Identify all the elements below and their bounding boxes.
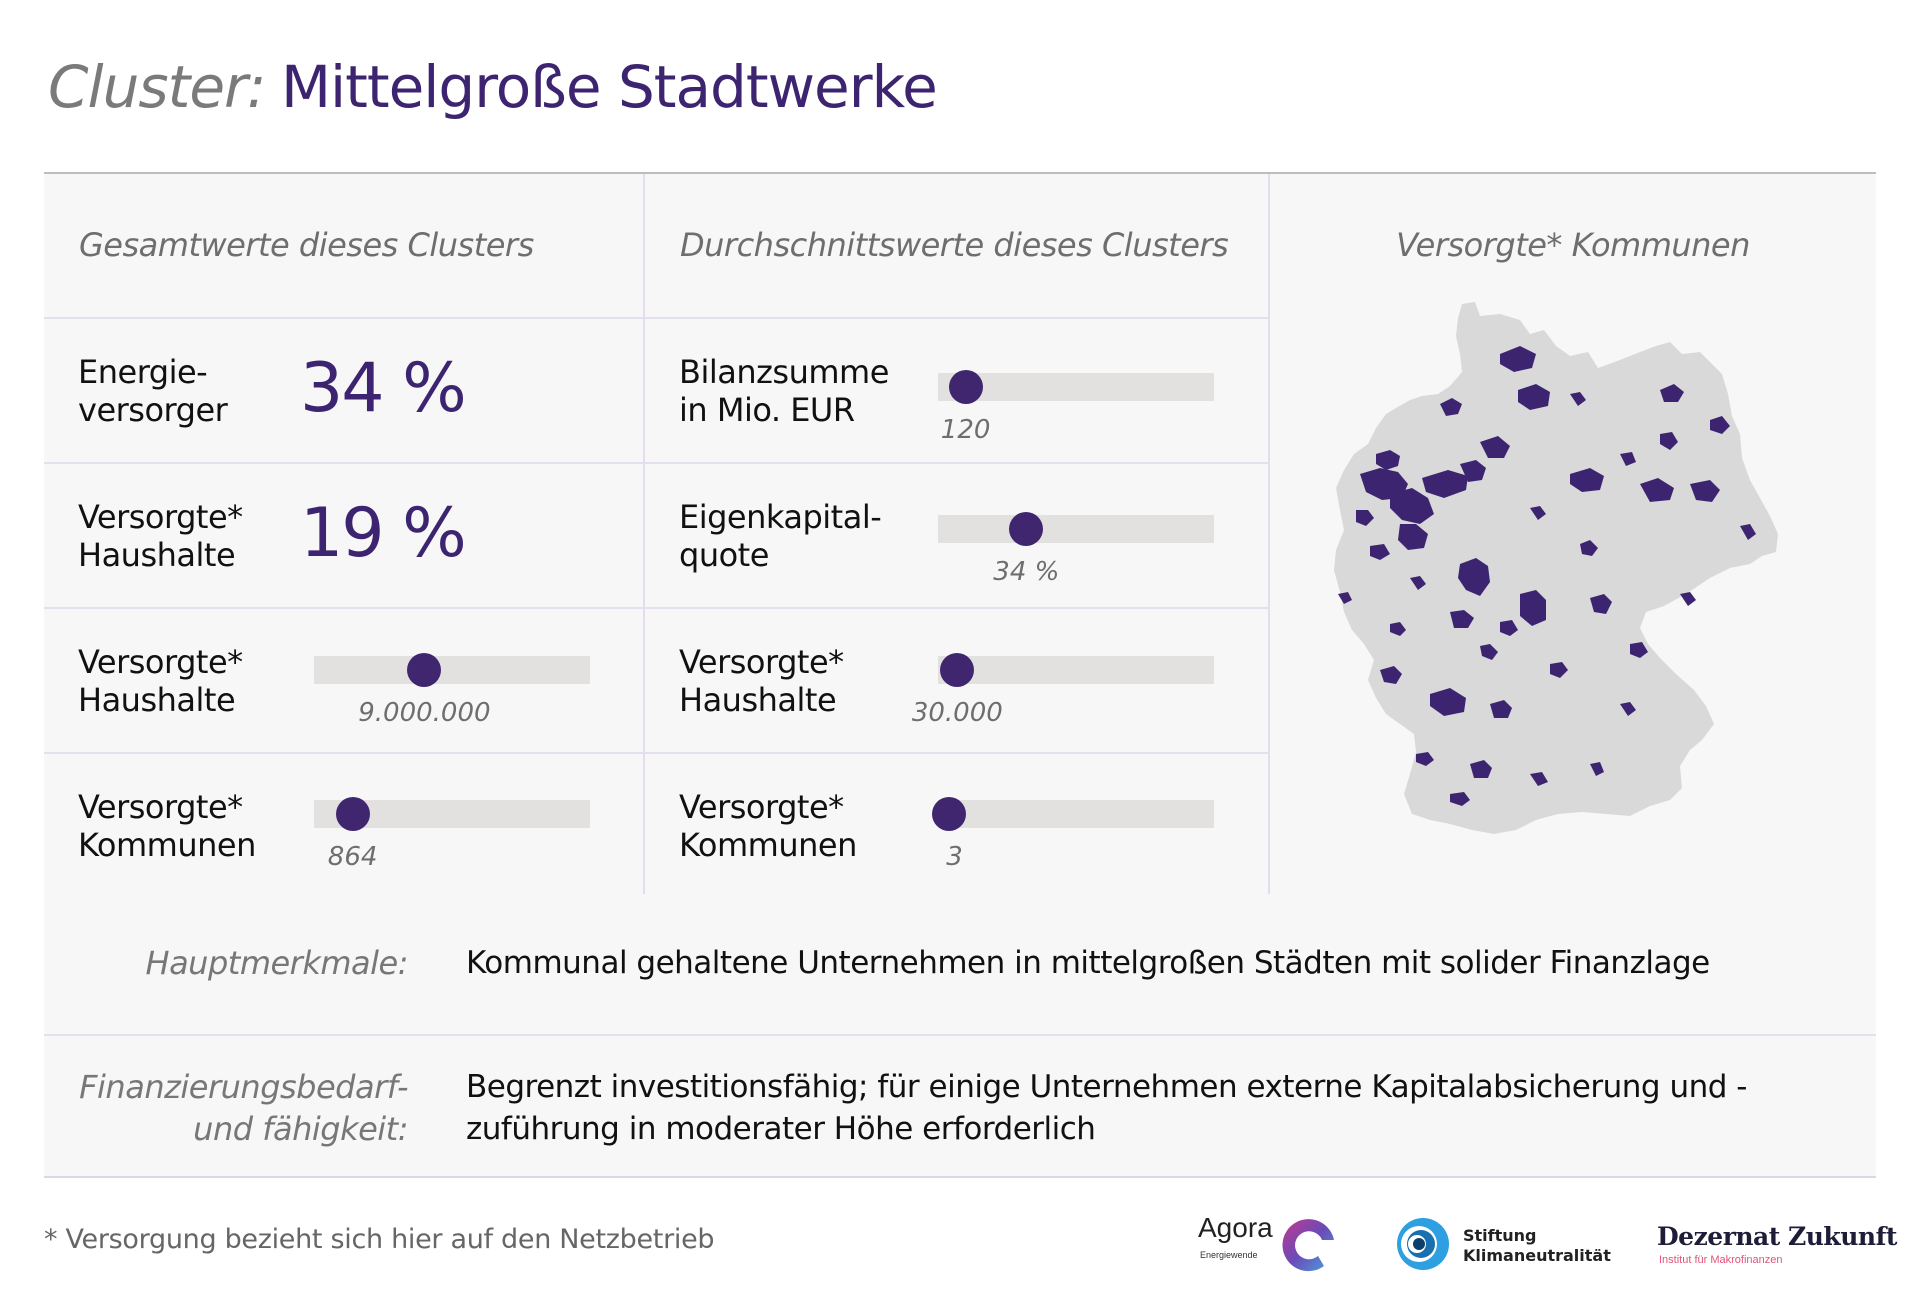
averages-row-haushalte: Versorgte* Haushalte 30.000 [645, 609, 1268, 754]
slider-knob [335, 797, 370, 831]
value-slider: 120 [938, 370, 1214, 445]
agora-logo-sub: Energiewende [1200, 1250, 1258, 1260]
map-heading-cell: Versorgte* Kommunen [1270, 174, 1876, 317]
slider-knob [1009, 512, 1044, 546]
title-prefix: Cluster: [48, 53, 266, 121]
slider-value: 34 % [993, 557, 1060, 587]
averages-heading-cell: Durchschnittswerte dieses Clusters [645, 174, 1268, 319]
totals-row-haushalte-pct: Versorgte* Haushalte 19 % [44, 464, 643, 609]
slider-value: 3 [946, 842, 963, 872]
info-value: Kommunal gehaltene Unternehmen in mittel… [466, 945, 1710, 981]
averages-column: Durchschnittswerte dieses Clusters Bilan… [645, 174, 1270, 894]
stiftung-logo-name: Stiftung Klimaneutralität [1463, 1226, 1611, 1265]
value-slider: 3 [932, 797, 1214, 872]
germany-map-icon [1334, 302, 1778, 834]
slider-value: 9.000.000 [358, 698, 491, 728]
map-column: Versorgte* Kommunen [1270, 174, 1876, 894]
big-value: 19 % [300, 494, 467, 573]
cluster-panel: Gesamtwerte dieses Clusters Energie- ver… [44, 172, 1876, 896]
dezernat-logo: Dezernat Zukunft Institut für Makrofinan… [1655, 1222, 1897, 1272]
totals-row-kommunen: Versorgte* Kommunen 864 [44, 754, 643, 897]
totals-row-haushalte: Versorgte* Haushalte 9.000.000 [44, 609, 643, 754]
dezernat-logo-sub: Institut für Makrofinanzen [1659, 1254, 1783, 1266]
totals-column: Gesamtwerte dieses Clusters Energie- ver… [44, 174, 645, 894]
row-label: Versorgte* Haushalte [78, 643, 243, 719]
row-label: Versorgte* Haushalte [78, 498, 243, 574]
value-slider: 9.000.000 [314, 653, 590, 728]
averages-row-bilanzsumme: Bilanzsumme in Mio. EUR 120 [645, 319, 1268, 464]
agora-logo: Agora Energiewende [1196, 1212, 1346, 1276]
averages-heading: Durchschnittswerte dieses Clusters [680, 226, 1229, 264]
row-label: Versorgte* Haushalte [679, 643, 844, 719]
map-heading: Versorgte* Kommunen [1396, 226, 1750, 264]
stiftung-mark-icon [1397, 1218, 1449, 1270]
big-value: 34 % [300, 349, 467, 428]
agora-logo-name: Agora [1198, 1212, 1273, 1243]
slider-value: 864 [327, 842, 378, 872]
slider-knob [940, 653, 975, 687]
row-label: Versorgte* Kommunen [78, 788, 256, 864]
slider-knob [932, 797, 967, 831]
slider-knob [948, 370, 983, 404]
slider-value: 120 [940, 415, 991, 445]
info-row-finanzierung: Finanzierungsbedarf- und fähigkeit: Begr… [44, 1036, 1876, 1176]
row-label: Eigenkapital- quote [679, 498, 882, 574]
title-main: Mittelgroße Stadtwerke [280, 53, 938, 121]
germany-map [1330, 294, 1820, 874]
dezernat-logo-name: Dezernat Zukunft [1657, 1222, 1897, 1251]
info-key: Finanzierungsbedarf- und fähigkeit: [79, 1068, 408, 1148]
averages-row-eigenkapital: Eigenkapital- quote 34 % [645, 464, 1268, 609]
footnote: * Versorgung bezieht sich hier auf den N… [44, 1224, 715, 1255]
row-label: Energie- versorger [78, 353, 228, 429]
value-slider: 30.000 [912, 653, 1214, 728]
page-title: Cluster: Mittelgroße Stadtwerke [48, 52, 938, 122]
info-row-hauptmerkmale: Hauptmerkmale: Kommunal gehaltene Untern… [44, 894, 1876, 1036]
info-value: Begrenzt investitionsfähig; für einige U… [466, 1069, 1747, 1147]
agora-mark-icon [1282, 1219, 1334, 1272]
row-label: Bilanzsumme in Mio. EUR [679, 353, 889, 429]
averages-row-kommunen: Versorgte* Kommunen 3 [645, 754, 1268, 897]
stiftung-logo: Stiftung Klimaneutralität [1395, 1212, 1635, 1276]
totals-heading-cell: Gesamtwerte dieses Clusters [44, 174, 643, 319]
slider-knob [407, 653, 442, 687]
info-table: Hauptmerkmale: Kommunal gehaltene Untern… [44, 894, 1876, 1178]
slider-value: 30.000 [911, 698, 1003, 728]
value-slider: 34 % [938, 512, 1214, 587]
value-slider: 864 [314, 797, 590, 872]
totals-heading: Gesamtwerte dieses Clusters [79, 226, 534, 264]
row-label: Versorgte* Kommunen [679, 788, 857, 864]
info-key: Hauptmerkmale: [145, 944, 409, 982]
totals-row-energieversorger: Energie- versorger 34 % [44, 319, 643, 464]
